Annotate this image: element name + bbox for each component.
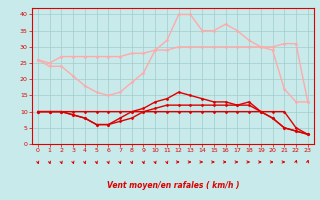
Text: Vent moyen/en rafales ( km/h ): Vent moyen/en rafales ( km/h ) (107, 182, 239, 190)
